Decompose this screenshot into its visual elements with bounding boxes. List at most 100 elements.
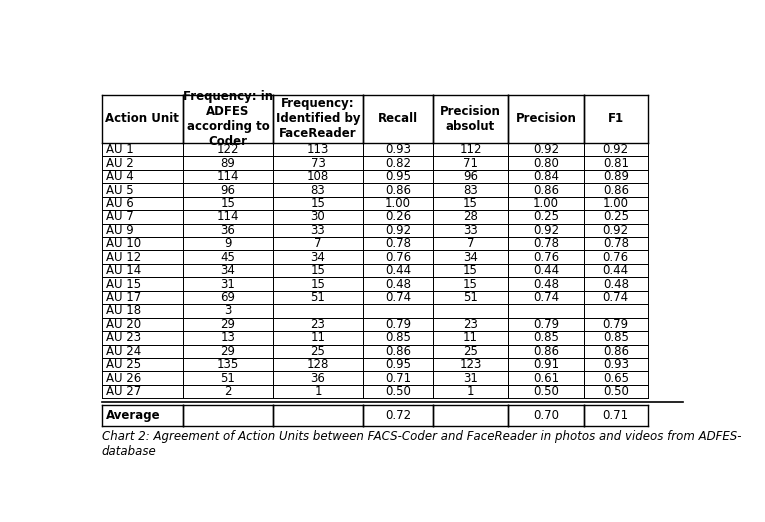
Text: 15: 15 [311,264,325,277]
Text: 0.86: 0.86 [603,345,629,358]
Text: 23: 23 [463,318,478,331]
Text: AU 26: AU 26 [106,372,141,385]
Text: 0.78: 0.78 [603,238,629,250]
Text: 0.71: 0.71 [603,409,629,422]
Text: F1: F1 [607,112,623,125]
Text: 89: 89 [220,157,236,170]
Text: Precision
absolut: Precision absolut [440,105,501,133]
Text: Chart 2: Agreement of Action Units between FACS-Coder and FaceReader in photos a: Chart 2: Agreement of Action Units betwe… [102,430,741,458]
Text: 31: 31 [463,372,478,385]
Text: 0.92: 0.92 [603,224,629,237]
Text: 0.92: 0.92 [603,143,629,156]
Text: 112: 112 [459,143,482,156]
Text: 0.50: 0.50 [603,385,629,398]
Text: 128: 128 [307,358,329,371]
Text: 0.78: 0.78 [533,238,559,250]
Text: 45: 45 [220,251,236,264]
Text: AU 6: AU 6 [106,197,133,210]
Text: 0.86: 0.86 [533,184,559,197]
Text: 15: 15 [463,264,478,277]
Text: 0.78: 0.78 [385,238,411,250]
Text: AU 2: AU 2 [106,157,133,170]
Text: 0.92: 0.92 [533,143,559,156]
Text: 0.82: 0.82 [385,157,411,170]
Text: 0.76: 0.76 [533,251,559,264]
Text: 2: 2 [224,385,232,398]
Text: 11: 11 [311,331,325,345]
Text: 7: 7 [314,238,322,250]
Text: 0.79: 0.79 [385,318,411,331]
Text: 0.86: 0.86 [385,184,411,197]
Text: AU 27: AU 27 [106,385,141,398]
Text: 51: 51 [463,291,478,304]
Text: 34: 34 [463,251,478,264]
Text: 0.86: 0.86 [385,345,411,358]
Text: 0.25: 0.25 [533,210,559,223]
Text: 15: 15 [463,197,478,210]
Text: 36: 36 [311,372,325,385]
Text: Recall: Recall [378,112,418,125]
Text: 34: 34 [311,251,325,264]
Text: 51: 51 [311,291,325,304]
Text: 1: 1 [467,385,474,398]
Text: 0.85: 0.85 [603,331,629,345]
Text: AU 7: AU 7 [106,210,133,223]
Text: 0.89: 0.89 [603,170,629,183]
Text: AU 25: AU 25 [106,358,141,371]
Text: AU 24: AU 24 [106,345,141,358]
Text: 13: 13 [220,331,236,345]
Text: 29: 29 [220,345,236,358]
Text: 0.93: 0.93 [603,358,629,371]
Text: 15: 15 [311,278,325,291]
Text: 114: 114 [216,170,239,183]
Text: 0.26: 0.26 [385,210,411,223]
Text: 34: 34 [220,264,236,277]
Text: Action Unit: Action Unit [106,112,179,125]
Text: 23: 23 [311,318,325,331]
Text: 108: 108 [307,170,329,183]
Text: 1: 1 [314,385,322,398]
Text: 0.71: 0.71 [385,372,411,385]
Text: 0.80: 0.80 [533,157,559,170]
Text: AU 18: AU 18 [106,304,141,317]
Text: 0.86: 0.86 [603,184,629,197]
Text: 0.44: 0.44 [385,264,411,277]
Text: 28: 28 [463,210,478,223]
Text: 3: 3 [224,304,232,317]
Text: 0.61: 0.61 [533,372,559,385]
Text: 0.79: 0.79 [603,318,629,331]
Text: 0.79: 0.79 [533,318,559,331]
Text: AU 12: AU 12 [106,251,141,264]
Text: AU 10: AU 10 [106,238,141,250]
Text: 0.76: 0.76 [385,251,411,264]
Text: 7: 7 [467,238,474,250]
Text: AU 17: AU 17 [106,291,141,304]
Text: Frequency: in
ADFES
according to
Coder: Frequency: in ADFES according to Coder [183,90,273,148]
Text: AU 1: AU 1 [106,143,133,156]
Text: 96: 96 [220,184,236,197]
Text: 83: 83 [311,184,325,197]
Text: 0.50: 0.50 [533,385,559,398]
Text: 96: 96 [463,170,478,183]
Text: AU 14: AU 14 [106,264,141,277]
Text: 0.72: 0.72 [385,409,411,422]
Text: 31: 31 [220,278,236,291]
Text: AU 5: AU 5 [106,184,133,197]
Text: AU 4: AU 4 [106,170,133,183]
Text: 0.86: 0.86 [533,345,559,358]
Text: 30: 30 [311,210,325,223]
Text: Average: Average [106,409,161,422]
Text: 36: 36 [220,224,236,237]
Text: 15: 15 [463,278,478,291]
Text: 83: 83 [463,184,478,197]
Text: 0.48: 0.48 [533,278,559,291]
Text: 0.95: 0.95 [385,358,411,371]
Text: 33: 33 [311,224,325,237]
Text: 1.00: 1.00 [603,197,629,210]
Text: 113: 113 [307,143,329,156]
Text: 51: 51 [220,372,236,385]
Text: 0.50: 0.50 [385,385,411,398]
Text: AU 20: AU 20 [106,318,141,331]
Text: 0.48: 0.48 [603,278,629,291]
Text: 0.95: 0.95 [385,170,411,183]
